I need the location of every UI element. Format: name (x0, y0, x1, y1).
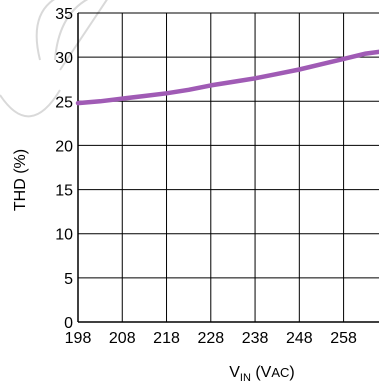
x-axis-label-main: V (229, 364, 240, 381)
series-layer (75, 49, 379, 106)
watermark-arc-left (0, 89, 61, 118)
watermark-arc-outer (35, 0, 89, 61)
x-tick-label: 198 (65, 330, 92, 347)
x-axis-label-unit-sub: AC (271, 365, 289, 380)
y-tick-label: 30 (55, 50, 73, 67)
y-tick-label: 25 (55, 94, 73, 111)
series-line-0 (75, 49, 379, 106)
watermark-arc-inner (59, 0, 108, 71)
x-axis-label-unit-close: ) (289, 364, 294, 381)
chart-grid (77, 12, 379, 323)
x-axis-label-sub: IN (240, 372, 251, 381)
y-tick-labels: 0 5 10 15 20 25 30 35 (55, 6, 73, 332)
x-tick-label: 258 (330, 330, 357, 347)
x-axis-label: VIN (VAC) (229, 364, 295, 381)
x-tick-labels: 198 208 218 228 238 248 258 (65, 330, 357, 347)
x-tick-label: 218 (153, 330, 180, 347)
y-tick-label: 15 (55, 183, 73, 200)
y-tick-label: 35 (55, 6, 73, 23)
y-axis-label: THD (%) (12, 149, 29, 211)
y-tick-label: 0 (64, 315, 73, 332)
x-tick-label: 248 (286, 330, 313, 347)
y-tick-label: 10 (55, 227, 73, 244)
x-axis-label-unit-open: (V (251, 364, 272, 381)
y-tick-label: 5 (64, 271, 73, 288)
watermark-arcs (0, 0, 108, 118)
x-tick-label: 238 (242, 330, 269, 347)
y-tick-label: 20 (55, 138, 73, 155)
x-tick-label: 208 (109, 330, 136, 347)
x-tick-label: 228 (197, 330, 224, 347)
